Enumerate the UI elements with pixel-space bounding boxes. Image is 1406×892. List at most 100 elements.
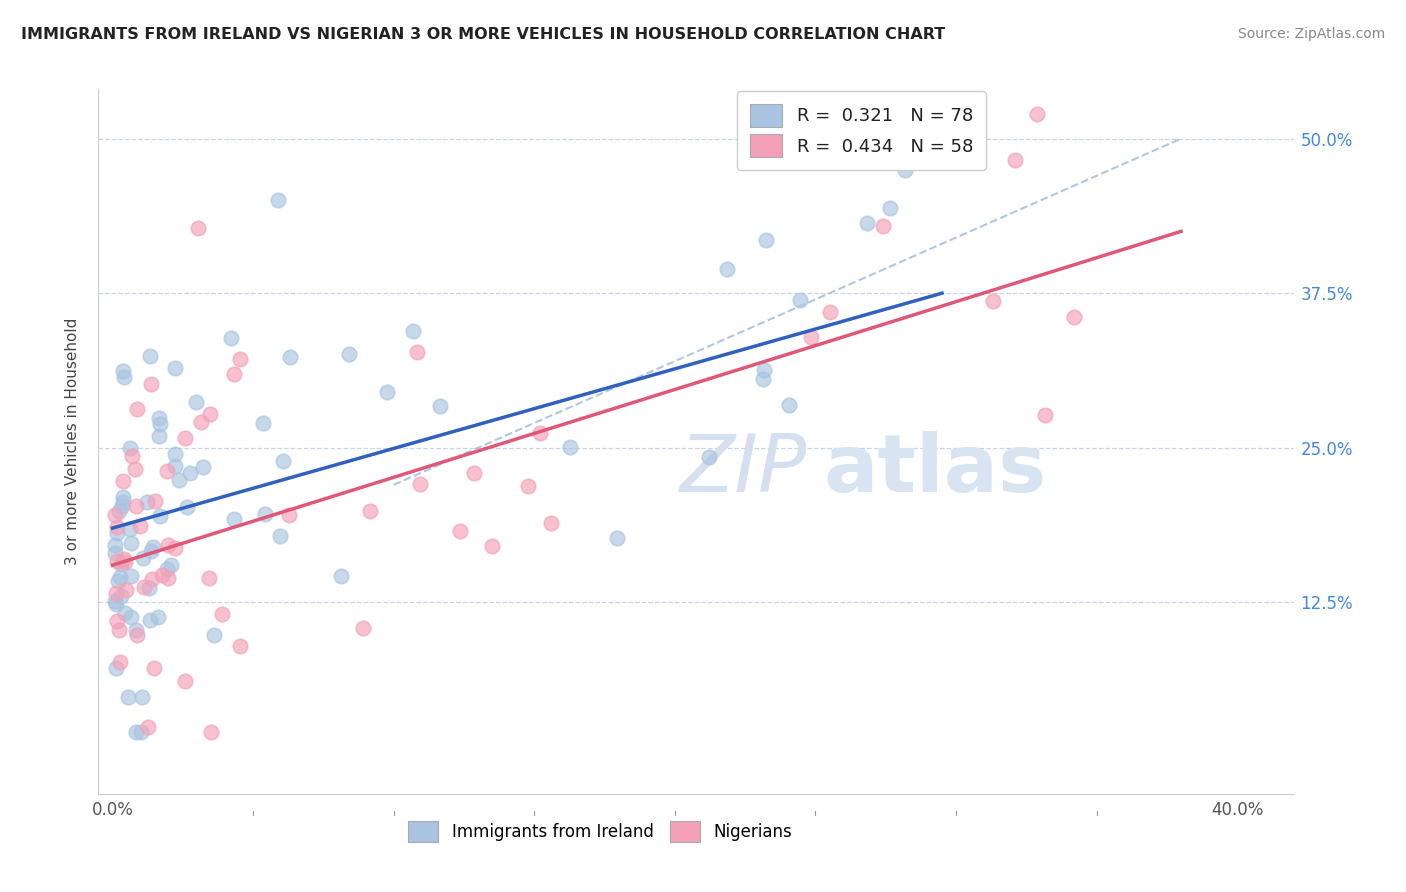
- Point: [200, 725, 222, 739]
- Point: [118, 441, 141, 455]
- Point: [111, 499, 134, 513]
- Point: [176, 500, 198, 514]
- Text: Source: ZipAtlas.com: Source: ZipAtlas.com: [1237, 27, 1385, 41]
- Point: [118, 522, 141, 536]
- Point: [112, 474, 135, 488]
- Point: [117, 690, 139, 705]
- Point: [402, 324, 425, 338]
- Point: [138, 581, 160, 595]
- Point: [107, 574, 129, 588]
- Point: [278, 350, 301, 364]
- Point: [267, 193, 290, 207]
- Point: [141, 572, 163, 586]
- Point: [271, 454, 294, 468]
- Point: [789, 293, 811, 308]
- Point: [375, 385, 398, 400]
- Point: [229, 640, 252, 654]
- Point: [167, 474, 190, 488]
- Point: [778, 398, 800, 412]
- Point: [163, 541, 186, 556]
- Point: [124, 725, 146, 739]
- Point: [184, 395, 207, 409]
- Point: [165, 447, 187, 461]
- Point: [146, 609, 169, 624]
- Point: [697, 450, 720, 464]
- Point: [115, 583, 138, 598]
- Point: [606, 532, 628, 546]
- Point: [191, 459, 214, 474]
- Point: [139, 544, 162, 558]
- Point: [125, 402, 148, 417]
- Point: [752, 372, 775, 386]
- Point: [560, 440, 582, 454]
- Point: [820, 305, 842, 319]
- Point: [110, 656, 132, 670]
- Point: [429, 400, 451, 414]
- Point: [114, 555, 136, 569]
- Point: [111, 490, 134, 504]
- Point: [481, 539, 503, 553]
- Point: [253, 507, 276, 521]
- Point: [856, 216, 879, 230]
- Point: [449, 524, 471, 538]
- Point: [352, 621, 374, 635]
- Point: [108, 504, 131, 518]
- Point: [359, 504, 381, 518]
- Point: [124, 500, 146, 514]
- Point: [278, 508, 301, 523]
- Point: [173, 674, 195, 689]
- Point: [529, 426, 551, 441]
- Legend: Immigrants from Ireland, Nigerians: Immigrants from Ireland, Nigerians: [402, 814, 799, 849]
- Point: [1063, 310, 1085, 325]
- Point: [339, 347, 361, 361]
- Point: [156, 571, 179, 585]
- Point: [108, 569, 131, 583]
- Point: [125, 623, 148, 637]
- Point: [156, 464, 179, 478]
- Point: [127, 628, 149, 642]
- Point: [190, 415, 212, 429]
- Point: [198, 571, 221, 585]
- Point: [105, 526, 128, 541]
- Point: [409, 476, 432, 491]
- Point: [1004, 153, 1026, 167]
- Point: [800, 107, 823, 121]
- Point: [221, 331, 243, 345]
- Point: [222, 512, 245, 526]
- Point: [129, 518, 152, 533]
- Point: [132, 550, 155, 565]
- Point: [755, 233, 778, 247]
- Point: [104, 508, 127, 523]
- Point: [920, 107, 942, 121]
- Point: [120, 535, 142, 549]
- Point: [200, 407, 222, 421]
- Point: [138, 720, 160, 734]
- Point: [159, 558, 181, 572]
- Point: [105, 586, 128, 600]
- Point: [148, 410, 170, 425]
- Point: [108, 623, 131, 637]
- Y-axis label: 3 or more Vehicles in Household: 3 or more Vehicles in Household: [65, 318, 80, 566]
- Point: [800, 330, 823, 344]
- Point: [163, 361, 186, 376]
- Point: [104, 661, 127, 675]
- Point: [330, 569, 353, 583]
- Point: [110, 589, 132, 603]
- Point: [163, 459, 186, 474]
- Point: [104, 538, 127, 552]
- Point: [104, 594, 127, 608]
- Point: [124, 462, 146, 476]
- Point: [111, 495, 134, 509]
- Point: [224, 368, 246, 382]
- Point: [111, 364, 134, 378]
- Point: [156, 562, 179, 576]
- Point: [981, 293, 1004, 308]
- Point: [120, 569, 142, 583]
- Point: [517, 479, 540, 493]
- Point: [150, 567, 173, 582]
- Point: [1026, 107, 1049, 121]
- Point: [934, 107, 956, 121]
- Point: [211, 607, 233, 622]
- Point: [104, 546, 127, 560]
- Text: ZIP: ZIP: [681, 431, 807, 508]
